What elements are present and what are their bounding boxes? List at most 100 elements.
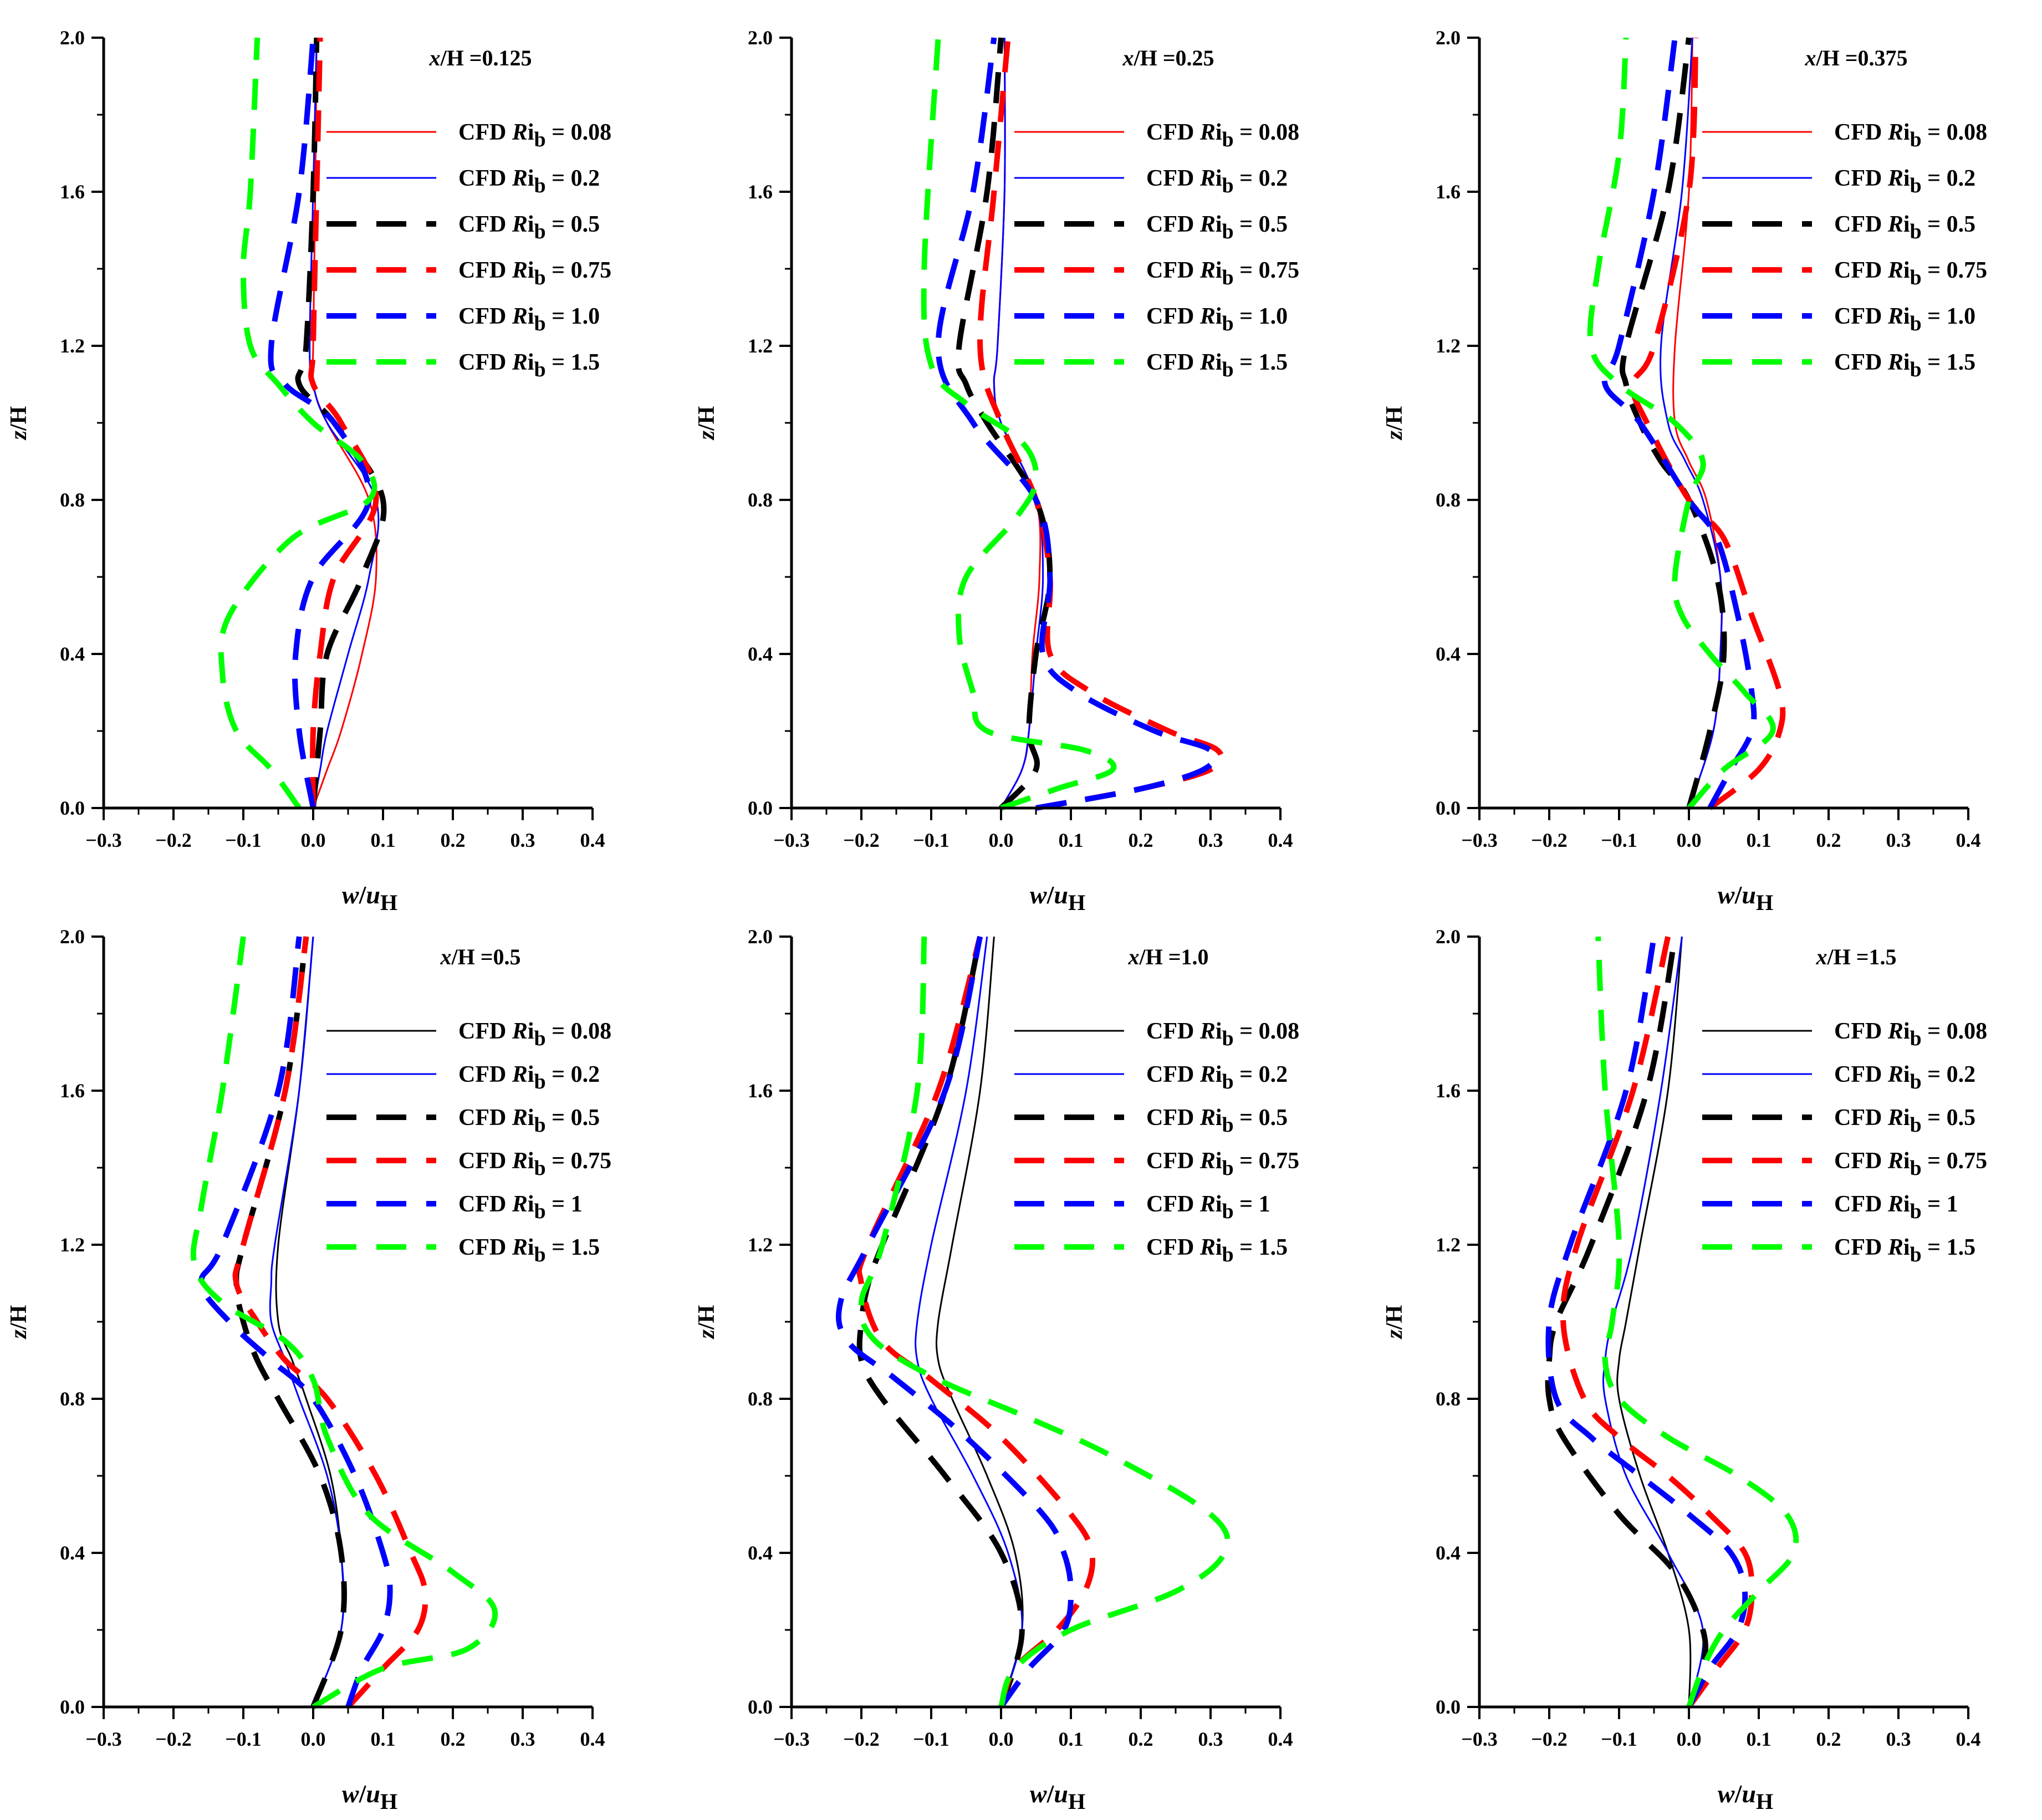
legend-ri: R	[1199, 166, 1216, 191]
x-label-w: w	[1030, 881, 1047, 909]
legend-i: i	[1216, 258, 1222, 283]
series-line-4	[856, 935, 1096, 1708]
legend-ri: R	[512, 258, 528, 283]
panel-title-rest: /H =0.25	[1133, 45, 1214, 70]
panel-title-rest: /H =0.375	[1815, 45, 1907, 70]
y-tick-label: 0.0	[1436, 797, 1461, 819]
legend-prefix: CFD	[458, 212, 512, 237]
chart-panel-5: −0.3 −0.2 −0.1 0.0 0.1 0.2 0.3 0.4 0.0 0.4 0.8 1.2 1…	[694, 926, 1299, 1814]
y-tick-label: 1.6	[1436, 1080, 1461, 1102]
legend-label-1: CFD Rib = 0.08	[1834, 1019, 1987, 1050]
x-tick-label: 0.4	[1956, 1728, 1981, 1750]
legend-label-5: CFD Rib = 1	[458, 1192, 583, 1223]
legend-label-6: CFD Rib = 1.5	[1834, 350, 1975, 381]
y-tick-label: 1.2	[748, 335, 773, 357]
panel-title-var: x	[1804, 45, 1816, 70]
legend-prefix: CFD	[458, 304, 512, 329]
legend-prefix: CFD	[1834, 304, 1888, 329]
x-label-slash: /	[359, 881, 367, 909]
x-tick-label: −0.3	[773, 829, 810, 851]
x-tick-label: −0.2	[155, 829, 192, 851]
legend-sub: b	[534, 1157, 546, 1180]
x-tick-label: −0.1	[225, 829, 262, 851]
legend-prefix: CFD	[1834, 212, 1888, 237]
legend-ri: R	[1887, 120, 1903, 145]
legend-i: i	[1216, 120, 1222, 145]
y-label-rest: /H	[1382, 406, 1407, 431]
legend-i: i	[528, 212, 534, 237]
legend-label-1: CFD Rib = 0.08	[1834, 120, 1987, 151]
legend-prefix: CFD	[1146, 120, 1200, 145]
legend-value: = 1.5	[1922, 1235, 1975, 1260]
y-tick-label: 0.0	[60, 797, 85, 819]
x-tick-label: 0.1	[1747, 1728, 1772, 1750]
legend-label-5: CFD Rib = 1.0	[1834, 304, 1975, 335]
series-line-4	[232, 936, 428, 1709]
legend-sub: b	[1910, 220, 1922, 243]
legend-i: i	[1903, 1148, 1910, 1174]
x-label-slash: /	[1046, 881, 1055, 909]
x-tick-label: −0.3	[1461, 1728, 1498, 1750]
series-line-6	[1595, 936, 1799, 1708]
legend-sub: b	[1910, 1027, 1922, 1050]
legend-label-1: CFD Rib = 0.08	[458, 120, 611, 151]
legend-value: = 0.75	[546, 258, 611, 283]
y-tick-label: 2.0	[748, 27, 773, 49]
legend-prefix: CFD	[458, 166, 512, 191]
legend-ri: R	[512, 1062, 528, 1087]
series-line-1	[275, 936, 345, 1707]
legend-ri: R	[1199, 258, 1216, 283]
series-line-3	[955, 37, 1053, 810]
legend-ri: R	[1199, 350, 1216, 375]
y-tick-label: 1.2	[1436, 1234, 1461, 1256]
x-tick-label: 0.4	[1268, 1728, 1293, 1750]
x-label-u: u	[1054, 881, 1068, 909]
legend-value: = 1.0	[546, 304, 600, 329]
legend-label-2: CFD Rib = 0.2	[1834, 166, 1975, 197]
legend-prefix: CFD	[1146, 1105, 1200, 1131]
y-label-rest: /H	[6, 1305, 32, 1330]
panel-title-var: x	[1122, 45, 1134, 70]
legend-label-5: CFD Rib = 1	[1146, 1192, 1270, 1223]
legend-value: = 0.08	[1922, 120, 1987, 145]
x-axis-label: w/uH	[342, 881, 397, 915]
legend-i: i	[1216, 304, 1222, 329]
x-tick-label: −0.3	[85, 829, 122, 851]
legend-i: i	[1216, 166, 1222, 191]
legend-ri: R	[512, 1105, 528, 1131]
legend-prefix: CFD	[1146, 166, 1200, 191]
legend-value: = 0.5	[546, 212, 600, 237]
x-tick-label: 0.2	[1816, 829, 1841, 851]
y-tick-label: 1.6	[748, 181, 773, 203]
legend-prefix: CFD	[1146, 258, 1200, 283]
x-tick-label: 0.0	[989, 1728, 1014, 1750]
legend-value: = 0.2	[546, 1062, 600, 1087]
y-axis-label: z/H	[1382, 1305, 1407, 1340]
x-tick-label: 0.3	[1886, 1728, 1911, 1750]
legend-value: = 0.08	[1922, 1019, 1987, 1044]
legend-ri: R	[512, 350, 528, 375]
x-tick-label: −0.1	[913, 1728, 949, 1750]
legend-sub: b	[1222, 1113, 1234, 1137]
y-axis-label: z/H	[6, 406, 32, 441]
legend-ri: R	[1199, 304, 1216, 329]
panel-title-rest: /H =1.0	[1139, 944, 1208, 969]
legend-value: = 1.5	[546, 350, 600, 375]
legend-i: i	[1903, 304, 1910, 329]
y-label-rest: /H	[694, 1305, 719, 1330]
legend-value: = 1.5	[546, 1235, 600, 1260]
y-label-var: z	[6, 430, 32, 441]
panel-title: x/H =1.0	[1127, 944, 1208, 969]
legend-value: = 1.0	[1234, 304, 1288, 329]
legend-label-1: CFD Rib = 0.08	[1146, 120, 1299, 151]
legend-ri: R	[1887, 1062, 1903, 1087]
legend-i: i	[528, 304, 534, 329]
legend-ri: R	[1887, 350, 1903, 375]
y-label-var: z	[1382, 1329, 1407, 1340]
panel-title-rest: /H =0.5	[451, 944, 520, 969]
legend-ri: R	[1199, 1235, 1216, 1260]
panel-title-var: x	[1127, 944, 1139, 969]
legend-value: = 1	[546, 1192, 583, 1217]
legend-prefix: CFD	[1146, 350, 1200, 375]
